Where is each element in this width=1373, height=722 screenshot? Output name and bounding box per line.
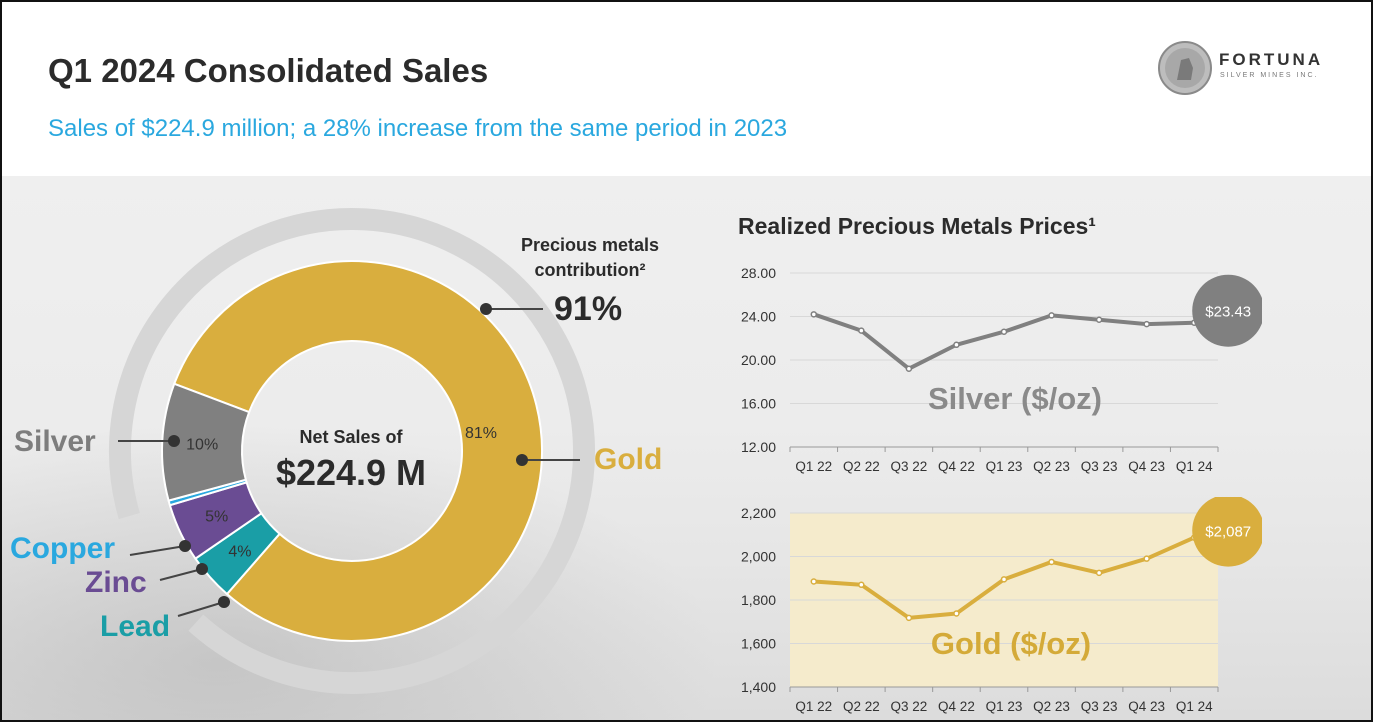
data-point: [905, 365, 913, 372]
gold-price-chart: 2,200 2,000 1,800 1,600 1,400 Q1 22 Q2 22 Q3 22…: [741, 497, 1262, 714]
silver-connector-dot: [168, 435, 180, 447]
donut-slice-silver: [161, 382, 251, 502]
x-tick-label: Q4 22: [938, 699, 975, 714]
data-point: [1095, 569, 1103, 577]
page-title: Q1 2024 Consolidated Sales: [48, 52, 489, 89]
precious-value: 91%: [554, 290, 623, 328]
silver-price-chart: 28.00 24.00 20.00 16.00 12.00 Q1 22 Q2 22 Q3 22…: [741, 265, 1262, 474]
logo-name: FORTUNA: [1219, 50, 1324, 69]
x-tick-label: Q3 23: [1081, 699, 1118, 714]
data-point: [1048, 558, 1055, 566]
coin-icon: [1158, 41, 1212, 95]
latest-value-bubble: [1192, 497, 1262, 567]
precious-label-line2: contribution²: [534, 260, 646, 280]
data-point: [1000, 328, 1008, 335]
donut-label-zinc: 5%: [205, 509, 228, 526]
x-tick-label: Q3 22: [890, 699, 927, 714]
x-tick-label: Q3 23: [1081, 459, 1118, 474]
precious-connector-dot: [480, 303, 492, 315]
company-logo: FORTUNA SILVER MINES INC.: [1157, 40, 1347, 98]
copper-connector-dot: [179, 540, 191, 552]
series-overlay-label: Gold ($/oz): [931, 626, 1091, 661]
x-tick-label: Q2 22: [843, 699, 880, 714]
data-point: [1048, 312, 1055, 319]
lead-connector-dot: [218, 596, 230, 608]
x-tick-label: Q3 22: [890, 459, 927, 474]
y-tick-label: 12.00: [741, 439, 776, 455]
data-point: [1143, 320, 1150, 328]
data-point: [1143, 555, 1150, 562]
donut-center-label: Net Sales of: [299, 427, 403, 447]
donut-center-value: $224.9 M: [275, 452, 427, 493]
series-line: [813, 312, 1195, 371]
y-tick-label: 1,600: [741, 636, 776, 652]
x-tick-label: Q1 23: [986, 699, 1023, 714]
x-tick-label: Q1 23: [986, 459, 1023, 474]
x-tick-label: Q4 22: [938, 459, 975, 474]
donut-label-lead: 4%: [228, 544, 251, 561]
y-tick-label: 28.00: [741, 265, 776, 281]
y-tick-label: 2,000: [741, 549, 776, 565]
zinc-label: Zinc: [85, 566, 147, 599]
donut-slice-gold: [172, 260, 543, 642]
data-point: [953, 610, 960, 617]
zinc-connector-dot: [196, 563, 208, 575]
data-point: [953, 341, 960, 349]
data-point: [858, 327, 865, 334]
prices-panel-title: Realized Precious Metals Prices¹: [738, 213, 1096, 239]
data-point: [905, 614, 913, 622]
y-tick-label: 16.00: [741, 396, 776, 412]
latest-value-label: $2,087: [1205, 524, 1251, 541]
x-tick-label: Q1 22: [795, 699, 832, 714]
data-point: [810, 578, 818, 585]
x-tick-label: Q4 23: [1128, 459, 1165, 474]
x-tick-label: Q4 23: [1128, 699, 1165, 714]
copper-label: Copper: [10, 532, 115, 565]
gold-connector-dot: [516, 454, 528, 466]
latest-value-label: $23.43: [1205, 304, 1251, 321]
data-point: [1000, 576, 1008, 583]
donut-label-gold: 81%: [465, 425, 497, 442]
sales-donut-chart: 81% 4% 5% 10%: [109, 208, 595, 694]
copper-connector: [129, 545, 186, 556]
lead-label: Lead: [100, 610, 171, 643]
data-point: [810, 311, 818, 318]
latest-value-bubble: [1192, 274, 1262, 347]
logo-tagline: SILVER MINES INC.: [1220, 72, 1319, 79]
x-tick-label: Q1 22: [795, 459, 832, 474]
y-tick-label: 2,200: [741, 505, 776, 521]
x-tick-label: Q1 24: [1176, 459, 1213, 474]
x-tick-label: Q2 23: [1033, 699, 1070, 714]
gold-label: Gold: [594, 443, 663, 476]
x-tick-label: Q2 22: [843, 459, 880, 474]
silver-label: Silver: [14, 425, 96, 458]
page-subtitle: Sales of $224.9 million; a 28% increase …: [48, 115, 788, 142]
donut-label-silver: 10%: [186, 437, 218, 454]
y-tick-label: 24.00: [741, 309, 776, 325]
zinc-connector: [159, 568, 203, 581]
precious-label-line1: Precious metals: [520, 235, 660, 255]
precious-metals-arc: [109, 208, 595, 694]
data-point: [1095, 316, 1103, 324]
lead-connector: [177, 601, 225, 617]
data-point: [858, 581, 865, 589]
x-tick-label: Q2 23: [1033, 459, 1070, 474]
y-tick-label: 1,800: [741, 592, 776, 608]
y-tick-label: 1,400: [741, 679, 776, 695]
x-tick-label: Q1 24: [1176, 699, 1213, 714]
series-overlay-label: Silver ($/oz): [928, 381, 1102, 416]
y-tick-label: 20.00: [741, 352, 776, 368]
